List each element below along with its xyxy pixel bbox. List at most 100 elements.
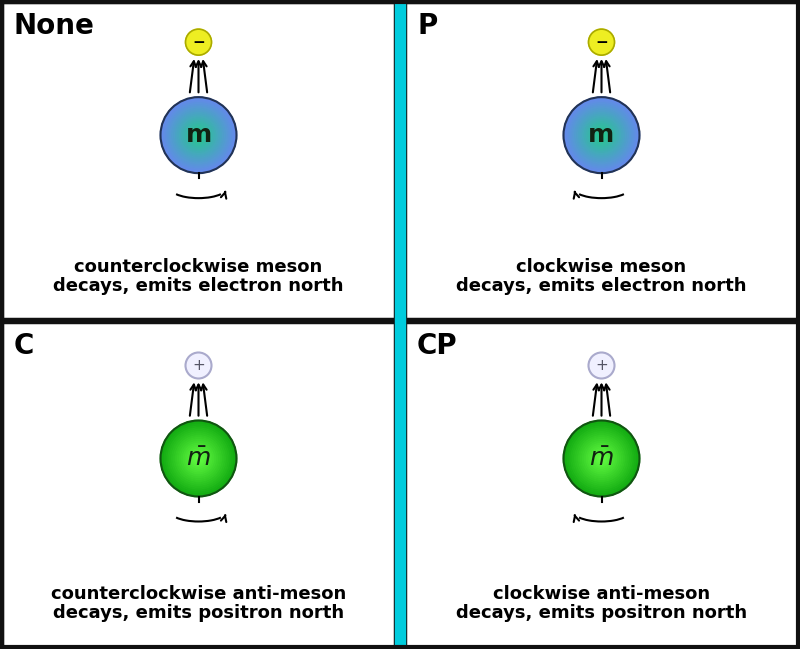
- Circle shape: [178, 114, 219, 156]
- Circle shape: [600, 457, 603, 460]
- Circle shape: [586, 443, 617, 474]
- Text: m: m: [588, 123, 614, 147]
- Circle shape: [575, 108, 628, 162]
- Circle shape: [573, 106, 630, 164]
- Circle shape: [197, 457, 200, 460]
- Text: None: None: [14, 12, 95, 40]
- Circle shape: [598, 131, 606, 139]
- Circle shape: [567, 101, 636, 169]
- Circle shape: [168, 428, 229, 489]
- Circle shape: [577, 434, 626, 484]
- Circle shape: [166, 426, 231, 491]
- Text: decays, emits electron north: decays, emits electron north: [54, 277, 344, 295]
- Circle shape: [197, 133, 200, 137]
- Bar: [405, 322, 798, 647]
- Circle shape: [581, 437, 622, 480]
- Circle shape: [570, 103, 634, 167]
- Circle shape: [588, 445, 614, 472]
- Circle shape: [578, 435, 624, 482]
- Text: counterclockwise meson: counterclockwise meson: [74, 258, 322, 276]
- Circle shape: [161, 421, 237, 496]
- Circle shape: [589, 29, 614, 55]
- Bar: [2, 322, 395, 647]
- Circle shape: [563, 97, 639, 173]
- Circle shape: [193, 453, 204, 464]
- Circle shape: [187, 447, 210, 470]
- Circle shape: [166, 103, 231, 167]
- Circle shape: [582, 439, 621, 478]
- Circle shape: [571, 104, 632, 165]
- Circle shape: [584, 118, 618, 153]
- Circle shape: [570, 426, 634, 491]
- Text: $\bar{m}$: $\bar{m}$: [589, 447, 614, 471]
- Circle shape: [598, 455, 606, 462]
- Circle shape: [189, 449, 208, 468]
- Circle shape: [186, 352, 211, 378]
- Circle shape: [178, 437, 219, 480]
- Text: CP: CP: [417, 332, 458, 360]
- Circle shape: [571, 428, 632, 489]
- Circle shape: [185, 445, 212, 472]
- Circle shape: [189, 126, 208, 145]
- Circle shape: [179, 116, 218, 154]
- Circle shape: [187, 124, 210, 147]
- Circle shape: [176, 435, 222, 482]
- Circle shape: [581, 114, 622, 156]
- Text: counterclockwise anti-meson: counterclockwise anti-meson: [51, 585, 346, 603]
- Circle shape: [600, 133, 603, 137]
- Circle shape: [584, 441, 618, 476]
- Circle shape: [563, 421, 639, 496]
- Circle shape: [573, 430, 630, 487]
- Circle shape: [586, 120, 617, 151]
- Circle shape: [183, 120, 214, 151]
- Text: clockwise meson: clockwise meson: [517, 258, 686, 276]
- Circle shape: [566, 422, 638, 495]
- Circle shape: [578, 112, 624, 158]
- Circle shape: [191, 128, 206, 143]
- Text: +: +: [192, 358, 205, 373]
- Circle shape: [194, 455, 202, 462]
- Circle shape: [592, 126, 611, 145]
- Text: decays, emits electron north: decays, emits electron north: [456, 277, 746, 295]
- Bar: [2, 2, 395, 319]
- Circle shape: [186, 29, 211, 55]
- Circle shape: [577, 110, 626, 160]
- Circle shape: [170, 106, 227, 164]
- Circle shape: [191, 451, 206, 466]
- Circle shape: [596, 453, 607, 464]
- Circle shape: [592, 449, 611, 468]
- Circle shape: [174, 110, 223, 160]
- Circle shape: [182, 441, 216, 476]
- Text: m: m: [186, 123, 212, 147]
- Circle shape: [194, 131, 202, 139]
- Circle shape: [575, 432, 628, 485]
- Text: +: +: [595, 358, 608, 373]
- Text: C: C: [14, 332, 34, 360]
- Text: $\bar{m}$: $\bar{m}$: [186, 447, 211, 471]
- Circle shape: [164, 424, 233, 493]
- Text: decays, emits positron north: decays, emits positron north: [456, 604, 747, 622]
- Circle shape: [164, 101, 233, 169]
- Circle shape: [596, 129, 607, 141]
- Circle shape: [172, 432, 225, 485]
- Circle shape: [185, 122, 212, 149]
- Circle shape: [193, 129, 204, 141]
- Circle shape: [588, 122, 614, 149]
- Text: P: P: [417, 12, 438, 40]
- Circle shape: [582, 116, 621, 154]
- Text: decays, emits positron north: decays, emits positron north: [53, 604, 344, 622]
- Text: clockwise anti-meson: clockwise anti-meson: [493, 585, 710, 603]
- Circle shape: [172, 108, 225, 162]
- Circle shape: [594, 128, 609, 143]
- Text: −: −: [192, 34, 205, 49]
- Circle shape: [590, 124, 613, 147]
- Circle shape: [170, 430, 227, 487]
- Circle shape: [566, 99, 638, 171]
- Circle shape: [183, 443, 214, 474]
- Circle shape: [590, 447, 613, 470]
- Text: −: −: [595, 34, 608, 49]
- Circle shape: [174, 434, 223, 484]
- Circle shape: [179, 439, 218, 478]
- Circle shape: [161, 97, 237, 173]
- Circle shape: [589, 352, 614, 378]
